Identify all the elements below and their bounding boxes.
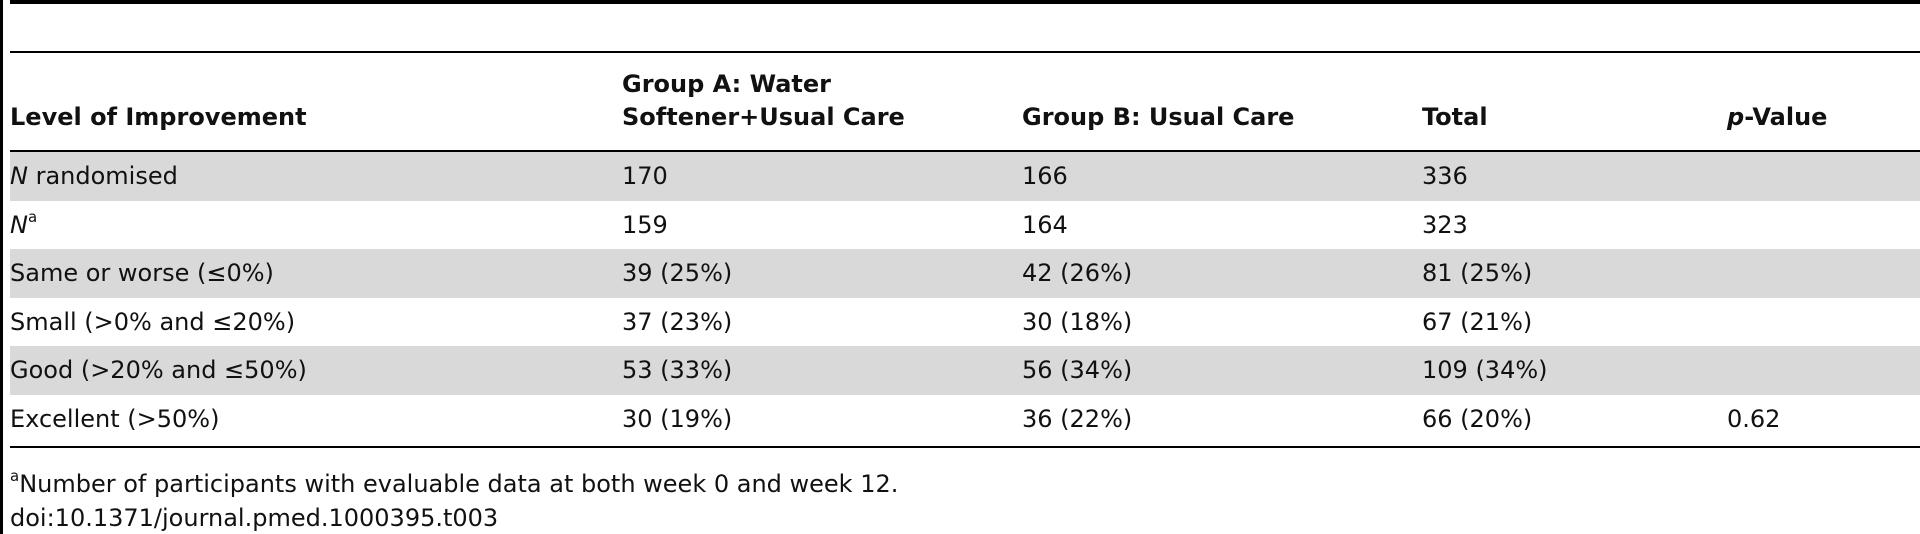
table-header-rule [10, 150, 1920, 152]
cell-group-a: 37 (23%) [622, 307, 733, 336]
table-row: Good (>20% and ≤50%) 53 (33%) 56 (34%) 1… [10, 346, 1920, 395]
header-group-b: Group B: Usual Care [1022, 103, 1295, 131]
row-label-text: Good (>20% and ≤50%) [10, 356, 307, 384]
row-label: N randomised [10, 152, 178, 201]
row-label-text: Same or worse (≤0%) [10, 259, 274, 287]
table-top-rule [10, 0, 1920, 4]
table-body: N randomised 170 166 336 Na 159 164 323 … [10, 152, 1920, 443]
cell-total: 67 (21%) [1422, 307, 1533, 336]
cell-total: 66 (20%) [1422, 404, 1533, 433]
header-total: Total [1422, 103, 1488, 131]
table-upper-rule [10, 51, 1920, 53]
table-row: Same or worse (≤0%) 39 (25%) 42 (26%) 81… [10, 249, 1920, 298]
row-label-text: Excellent (>50%) [10, 404, 220, 433]
header-group-a: Group A: Water Softener+Usual Care [622, 68, 952, 134]
cell-group-a: 170 [622, 162, 668, 190]
cell-group-b: 36 (22%) [1022, 404, 1133, 433]
cell-group-a: 159 [622, 210, 668, 239]
table-row: N randomised 170 166 336 [10, 152, 1920, 201]
cell-group-a: 53 (33%) [622, 356, 733, 384]
row-label-text: Small (>0% and ≤20%) [10, 307, 296, 336]
cell-total: 109 (34%) [1422, 356, 1548, 384]
header-p-value-italic: p [1727, 103, 1745, 131]
cell-group-b: 42 (26%) [1022, 259, 1133, 287]
row-label-italic: N [10, 210, 28, 239]
table-footnote: aNumber of participants with evaluable d… [10, 468, 898, 500]
row-label-superscript: a [27, 207, 38, 226]
cell-group-a: 30 (19%) [622, 404, 733, 433]
cell-group-a: 39 (25%) [622, 259, 733, 287]
header-p-value: p-Value [1727, 101, 1827, 134]
table-header-row: Level of Improvement Group A: Water Soft… [10, 53, 1920, 150]
row-label: Same or worse (≤0%) [10, 249, 274, 298]
row-label: Good (>20% and ≤50%) [10, 346, 307, 395]
cell-group-b: 166 [1022, 162, 1068, 190]
header-p-value-rest: -Value [1744, 103, 1828, 131]
cell-group-b: 56 (34%) [1022, 356, 1133, 384]
header-level-of-improvement: Level of Improvement [10, 103, 307, 131]
header-group-a-line1: Group A: Water [622, 70, 832, 98]
cell-group-b: 30 (18%) [1022, 307, 1133, 336]
table-row: Excellent (>50%) 30 (19%) 36 (22%) 66 (2… [10, 395, 1920, 444]
row-label: Excellent (>50%) [10, 395, 219, 444]
table-row: Small (>0% and ≤20%) 37 (23%) 30 (18%) 6… [10, 298, 1920, 347]
header-group-a-line2: Softener+Usual Care [622, 103, 905, 131]
left-border [0, 0, 3, 534]
row-label-italic: N [10, 162, 28, 190]
row-label: Na [10, 201, 37, 250]
cell-p-value: 0.62 [1727, 404, 1781, 433]
table-row: Na 159 164 323 [10, 201, 1920, 250]
footnote-marker: a [10, 467, 20, 485]
footnote-text: Number of participants with evaluable da… [19, 470, 899, 498]
results-table: Level of Improvement Group A: Water Soft… [10, 0, 1920, 534]
cell-total: 323 [1422, 210, 1468, 239]
row-label: Small (>0% and ≤20%) [10, 298, 295, 347]
table-bottom-rule [10, 446, 1920, 448]
cell-total: 336 [1422, 162, 1468, 190]
row-label-text: randomised [27, 162, 178, 190]
cell-group-b: 164 [1022, 210, 1068, 239]
doi-link-text: doi:10.1371/journal.pmed.1000395.t003 [10, 504, 499, 532]
cell-total: 81 (25%) [1422, 259, 1533, 287]
